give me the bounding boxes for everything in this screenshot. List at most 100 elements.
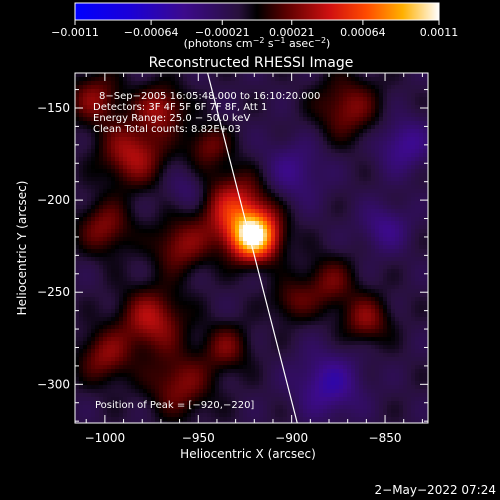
heatmap-cell [263,169,268,174]
heatmap-cell [231,161,236,166]
heatmap-cell [379,185,384,190]
heatmap-cell [163,189,168,194]
heatmap-cell [263,201,268,206]
heatmap-cell [375,217,380,222]
heatmap-cell [303,253,308,258]
heatmap-cell [335,257,340,262]
heatmap-cell [111,281,116,286]
heatmap-cell [143,117,148,122]
heatmap-cell [87,281,92,286]
heatmap-cell [259,277,264,282]
heatmap-cell [307,113,312,118]
heatmap-cell [231,281,236,286]
heatmap-cell [179,101,184,106]
heatmap-cell [287,105,292,110]
heatmap-cell [279,181,284,186]
heatmap-cell [411,265,416,270]
heatmap-cell [199,73,204,78]
heatmap-cell [95,161,100,166]
heatmap-cell [235,189,240,194]
heatmap-cell [295,225,300,230]
heatmap-cell [131,273,136,278]
heatmap-cell [367,181,372,186]
heatmap-cell [343,205,348,210]
heatmap-cell [319,265,324,270]
heatmap-cell [159,281,164,286]
heatmap-cell [383,101,388,106]
heatmap-cell [379,165,384,170]
heatmap-cell [267,73,272,78]
heatmap-cell [387,213,392,218]
heatmap-cell [123,153,128,158]
heatmap-cell [155,201,160,206]
heatmap-cell [167,85,172,90]
heatmap-cell [231,145,236,150]
heatmap-cell [203,281,208,286]
heatmap-cell [287,205,292,210]
heatmap-cell [347,169,352,174]
heatmap-cell [371,77,376,82]
heatmap-cell [327,293,332,298]
heatmap-cell [331,193,336,198]
heatmap-cell [251,153,256,158]
heatmap-cell [371,81,376,86]
heatmap-cell [383,121,388,126]
heatmap-cell [255,285,260,290]
heatmap-cell [159,177,164,182]
heatmap-cell [279,185,284,190]
heatmap-cell [151,293,156,298]
heatmap-cell [411,145,416,150]
heatmap-cell [375,265,380,270]
heatmap-cell [107,249,112,254]
heatmap-cell [363,85,368,90]
heatmap-cell [223,105,228,110]
heatmap-cell [267,137,272,142]
heatmap-cell [219,197,224,202]
heatmap-cell [323,197,328,202]
heatmap-cell [203,217,208,222]
heatmap-cell [199,261,204,266]
heatmap-cell [283,277,288,282]
heatmap-cell [379,201,384,206]
heatmap-cell [403,133,408,138]
heatmap-cell [371,249,376,254]
heatmap-cell [191,261,196,266]
heatmap-cell [375,281,380,286]
heatmap-cell [251,165,256,170]
heatmap-cell [147,161,152,166]
heatmap-cell [231,185,236,190]
heatmap-cell [119,137,124,142]
heatmap-cell [127,201,132,206]
heatmap-cell [223,129,228,134]
heatmap-cell [199,249,204,254]
heatmap-cell [119,213,124,218]
heatmap-cell [267,241,272,246]
heatmap-cell [155,109,160,114]
heatmap-cell [359,233,364,238]
heatmap-cell [199,205,204,210]
heatmap-cell [375,181,380,186]
heatmap-cell [295,161,300,166]
heatmap-cell [295,213,300,218]
heatmap-cell [363,121,368,126]
heatmap-cell [87,229,92,234]
heatmap-cell [355,133,360,138]
heatmap-cell [327,161,332,166]
heatmap-cell [263,81,268,86]
heatmap-cell [419,109,424,114]
heatmap-cell [275,113,280,118]
heatmap-cell [327,117,332,122]
heatmap-cell [343,137,348,142]
heatmap-cell [331,229,336,234]
heatmap-cell [119,205,124,210]
heatmap-cell [283,97,288,102]
heatmap-cell [191,273,196,278]
heatmap-cell [143,177,148,182]
heatmap-cell [211,141,216,146]
heatmap-cell [83,157,88,162]
heatmap-cell [251,149,256,154]
heatmap-cell [227,233,232,238]
heatmap-cell [255,81,260,86]
heatmap-cell [151,237,156,242]
heatmap-cell [407,257,412,262]
